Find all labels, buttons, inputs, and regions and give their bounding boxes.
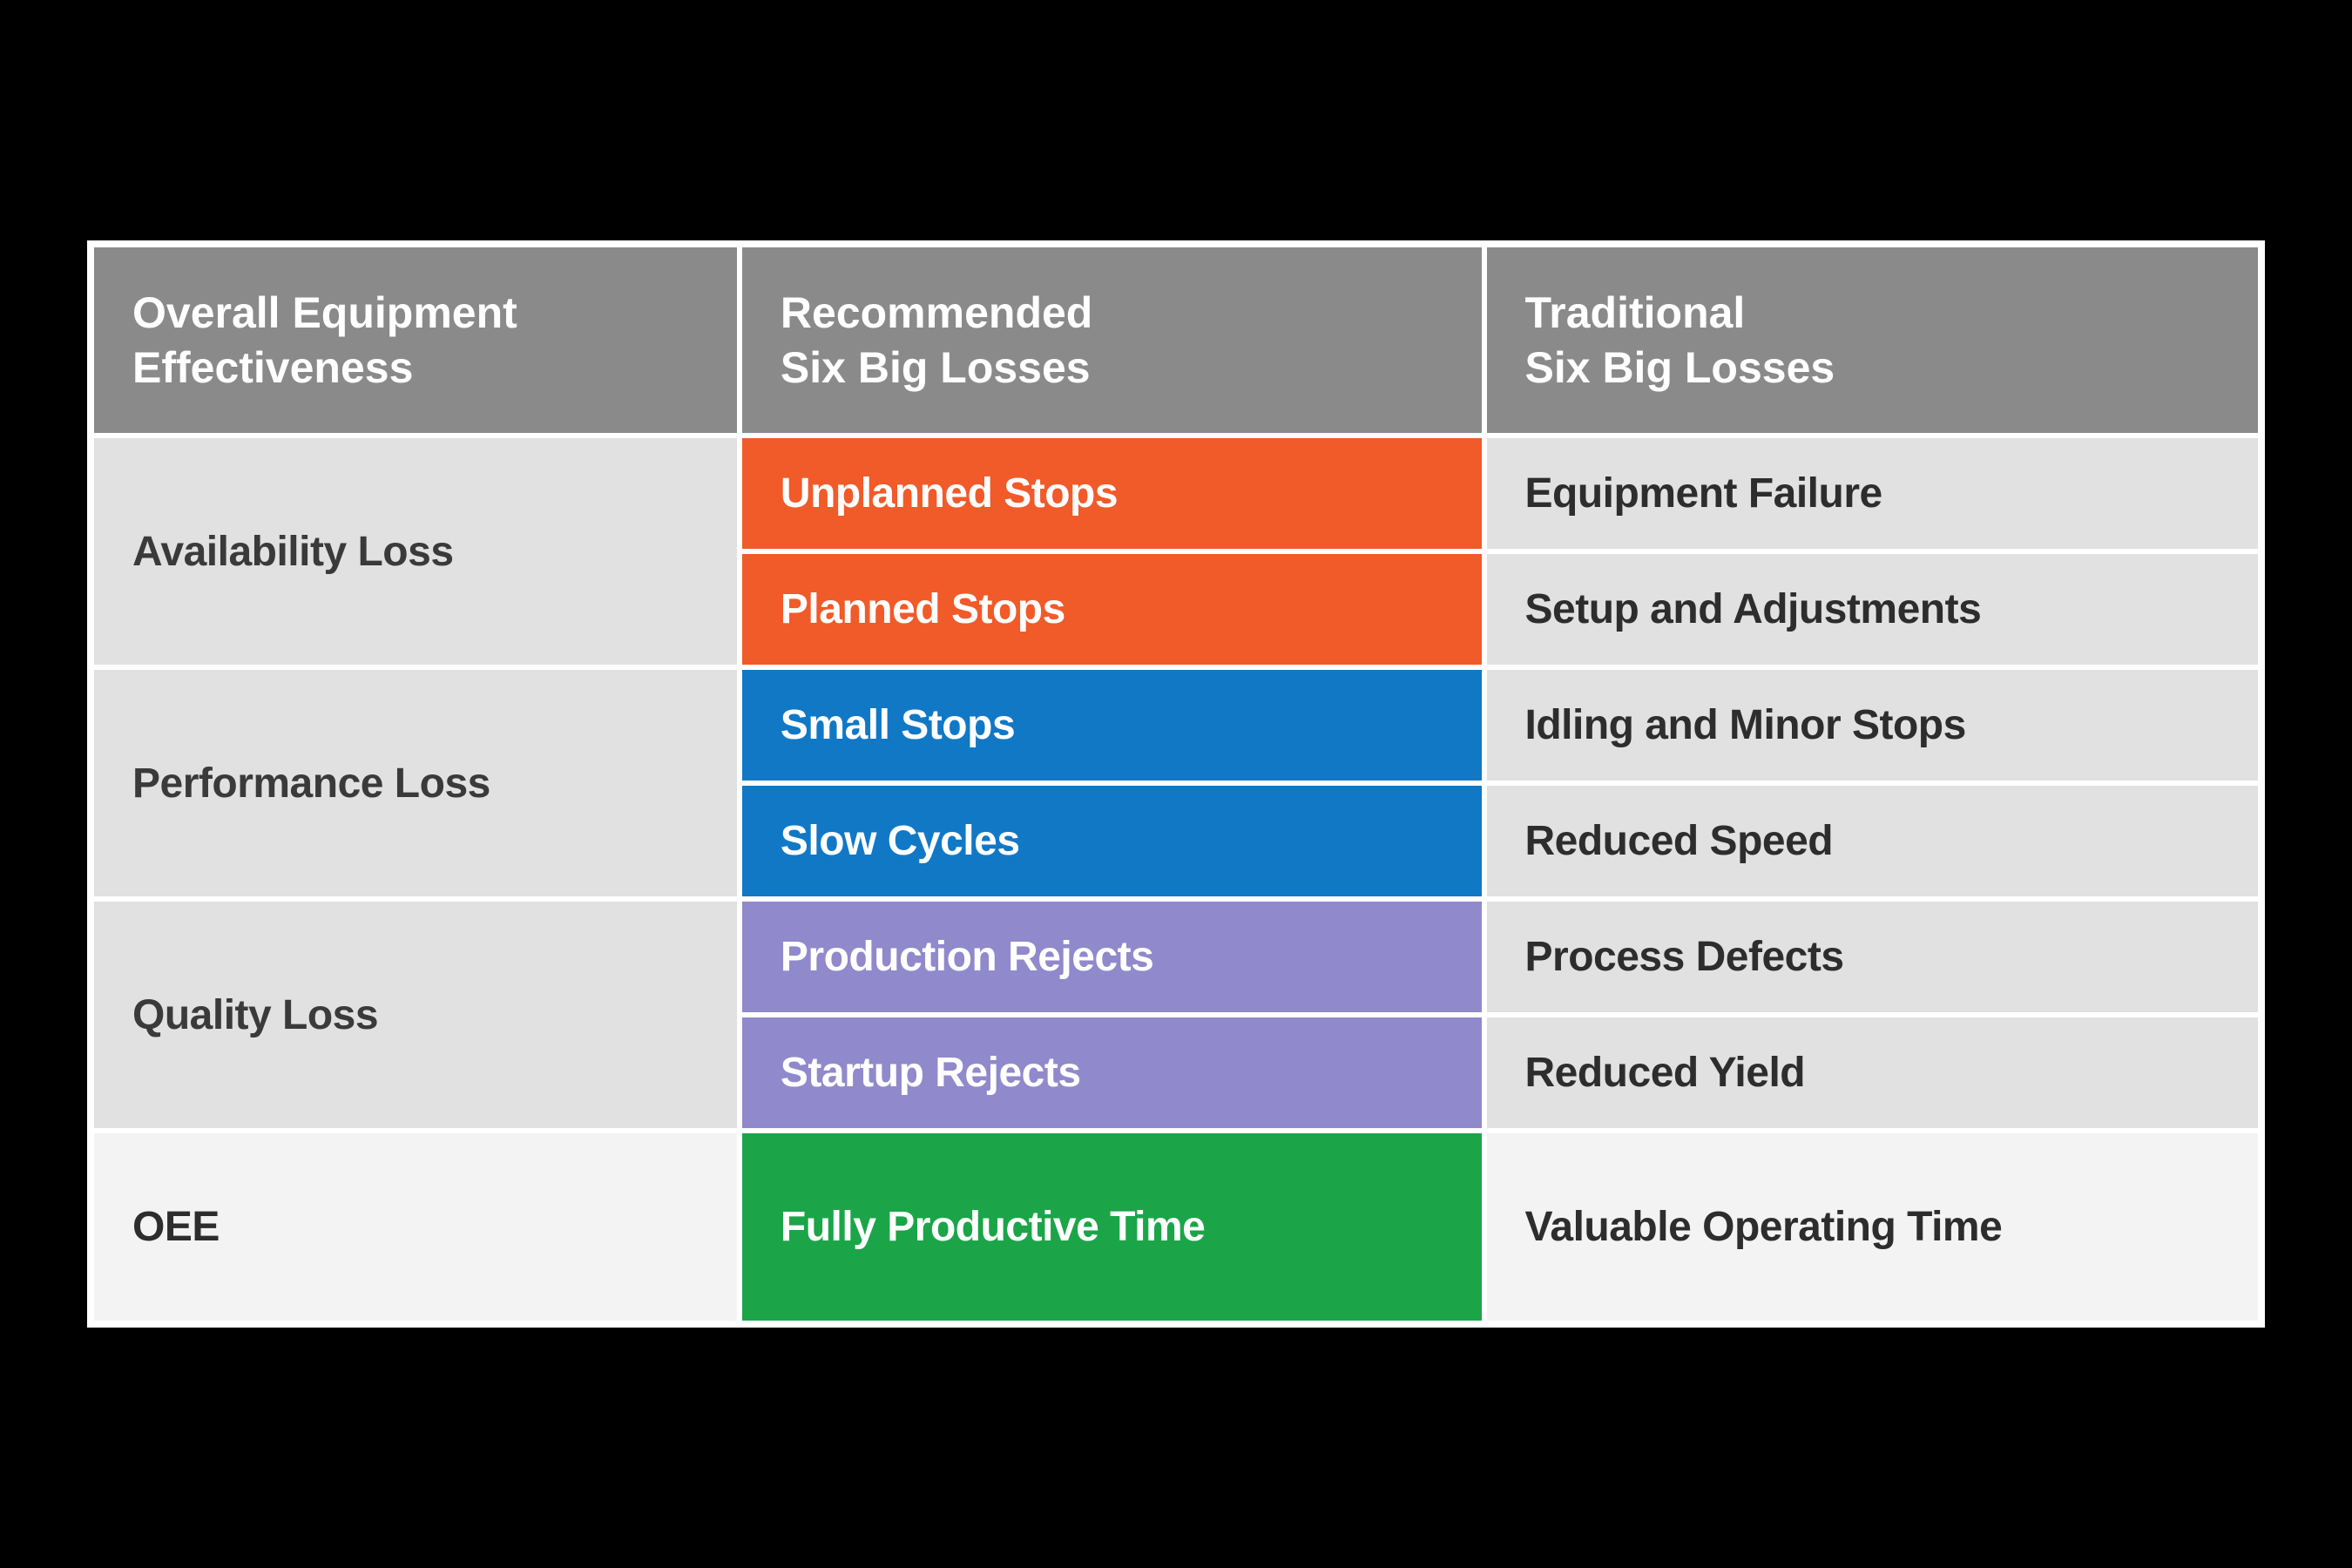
trad-equipment-failure: Equipment Failure: [1487, 438, 2258, 549]
rec-production-rejects: Production Rejects: [742, 902, 1482, 1012]
table-frame: Overall Equipment Effectiveness Recommen…: [87, 240, 2265, 1328]
trad-process-defects: Process Defects: [1487, 902, 2258, 1012]
recommended-stack-quality: Production Rejects Startup Rejects: [742, 902, 1482, 1128]
traditional-stack-quality: Process Defects Reduced Yield: [1487, 902, 2258, 1128]
trad-reduced-speed: Reduced Speed: [1487, 786, 2258, 896]
trad-valuable-operating-time: Valuable Operating Time: [1487, 1133, 2258, 1321]
rec-fully-productive-time: Fully Productive Time: [742, 1133, 1482, 1321]
row-label-oee: OEE: [94, 1133, 737, 1321]
col-header-recommended: Recommended Six Big Losses: [742, 247, 1482, 433]
rec-startup-rejects: Startup Rejects: [742, 1017, 1482, 1128]
row-label-quality: Quality Loss: [94, 902, 737, 1128]
rec-planned-stops: Planned Stops: [742, 554, 1482, 665]
traditional-stack-availability: Equipment Failure Setup and Adjustments: [1487, 438, 2258, 665]
traditional-stack-performance: Idling and Minor Stops Reduced Speed: [1487, 670, 2258, 896]
rec-small-stops: Small Stops: [742, 670, 1482, 781]
oee-losses-table: Overall Equipment Effectiveness Recommen…: [94, 247, 2258, 1321]
row-label-availability: Availability Loss: [94, 438, 737, 665]
col-header-oee: Overall Equipment Effectiveness: [94, 247, 737, 433]
recommended-stack-performance: Small Stops Slow Cycles: [742, 670, 1482, 896]
rec-slow-cycles: Slow Cycles: [742, 786, 1482, 896]
trad-setup-adjustments: Setup and Adjustments: [1487, 554, 2258, 665]
rec-unplanned-stops: Unplanned Stops: [742, 438, 1482, 549]
col-header-traditional: Traditional Six Big Losses: [1487, 247, 2258, 433]
recommended-stack-availability: Unplanned Stops Planned Stops: [742, 438, 1482, 665]
trad-idling-minor-stops: Idling and Minor Stops: [1487, 670, 2258, 781]
trad-reduced-yield: Reduced Yield: [1487, 1017, 2258, 1128]
row-label-performance: Performance Loss: [94, 670, 737, 896]
